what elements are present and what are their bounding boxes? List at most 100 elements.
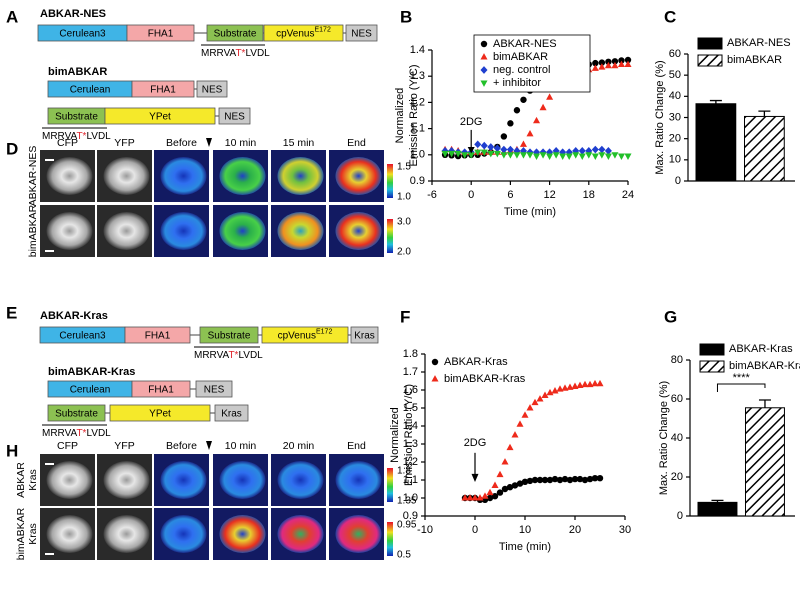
cell bbox=[46, 157, 93, 195]
data-point bbox=[565, 153, 573, 160]
column-header: End bbox=[347, 137, 366, 149]
column-header: 15 min bbox=[283, 137, 315, 149]
sequence-part: MRRVA bbox=[42, 428, 78, 439]
domain-label: YPet bbox=[149, 111, 171, 122]
domain-label: Cerulean3 bbox=[59, 330, 106, 341]
y-tick-label: 1.1 bbox=[410, 123, 425, 135]
data-point bbox=[586, 475, 594, 483]
y-tick-label: 0 bbox=[677, 510, 683, 522]
data-point bbox=[501, 485, 509, 493]
data-point bbox=[526, 148, 534, 157]
sequence-part: T* bbox=[235, 48, 245, 59]
legend-label: bimABKAR-Kras bbox=[729, 360, 800, 372]
x-tick-label: -10 bbox=[417, 524, 433, 536]
colorbar bbox=[387, 164, 393, 198]
data-point bbox=[546, 388, 554, 396]
domain-label: NES bbox=[351, 28, 372, 39]
data-point bbox=[604, 61, 612, 69]
data-point bbox=[496, 489, 504, 496]
domain-box bbox=[261, 326, 349, 344]
data-point bbox=[566, 383, 574, 390]
column-header: 20 min bbox=[283, 440, 315, 452]
data-point bbox=[539, 103, 547, 111]
domain-label: YPet bbox=[149, 408, 171, 419]
colorbar bbox=[387, 522, 393, 556]
domain-label-text: Cerulean3 bbox=[59, 28, 106, 39]
data-point bbox=[591, 153, 599, 160]
data-point bbox=[474, 140, 482, 149]
time-arrowhead bbox=[206, 138, 212, 147]
sequence: MRRVAT*LVDL bbox=[42, 131, 111, 142]
data-point bbox=[605, 58, 612, 65]
data-point bbox=[611, 58, 619, 65]
y-tick-label: 10 bbox=[669, 154, 681, 166]
data-point bbox=[596, 379, 604, 387]
domain-label-text: FHA1 bbox=[148, 28, 174, 39]
colorbar bbox=[387, 468, 393, 502]
data-point bbox=[500, 133, 508, 140]
data-point bbox=[501, 458, 509, 465]
data-point bbox=[506, 152, 514, 159]
domain-box bbox=[345, 24, 378, 42]
data-point bbox=[572, 152, 580, 159]
x-tick-label: 30 bbox=[619, 524, 631, 536]
colorbar-label: 0.5 bbox=[397, 550, 411, 561]
data-point bbox=[480, 149, 488, 157]
data-point bbox=[571, 475, 579, 483]
x-axis-label: Time (min) bbox=[504, 206, 556, 218]
data-point bbox=[571, 382, 579, 389]
column-header: Before bbox=[166, 440, 197, 452]
cell bbox=[160, 461, 207, 499]
cell bbox=[219, 212, 266, 250]
data-point bbox=[526, 404, 534, 411]
domain-label-text: NES bbox=[224, 111, 245, 122]
x-tick-label: -6 bbox=[427, 189, 437, 201]
y-tick-label: 1.7 bbox=[403, 366, 418, 378]
data-point bbox=[546, 476, 554, 484]
panel-label: G bbox=[664, 307, 677, 326]
domain-box bbox=[131, 380, 191, 398]
y-tick-label: 40 bbox=[671, 432, 683, 444]
data-point bbox=[617, 60, 625, 67]
domain-label-text: Substrate bbox=[214, 28, 257, 39]
data-point bbox=[539, 152, 547, 159]
legend-marker bbox=[480, 40, 488, 48]
x-tick-label: 12 bbox=[543, 189, 555, 201]
y-tick-label: 1.2 bbox=[410, 96, 425, 108]
data-point bbox=[576, 475, 584, 483]
data-point bbox=[592, 59, 599, 67]
x-tick-label: 0 bbox=[468, 189, 474, 201]
data-point bbox=[486, 494, 494, 502]
domain-label: Cerulean3 bbox=[59, 28, 106, 39]
domain-label-text: FHA1 bbox=[145, 330, 171, 341]
cell bbox=[277, 212, 324, 250]
time-arrowhead bbox=[206, 441, 212, 450]
data-point bbox=[556, 385, 564, 392]
data-point bbox=[511, 482, 519, 489]
cell bbox=[335, 157, 382, 195]
data-point bbox=[604, 147, 612, 155]
data-point bbox=[536, 476, 544, 484]
legend-frame bbox=[473, 34, 591, 93]
domain-label-text: NES bbox=[351, 28, 372, 39]
construct-name: bimABKAR-Kras bbox=[48, 366, 135, 378]
legend-label: ABKAR-NES bbox=[727, 37, 791, 49]
domain-label: NES bbox=[204, 384, 225, 395]
data-point bbox=[526, 152, 534, 159]
data-point bbox=[541, 391, 549, 398]
data-point bbox=[521, 411, 529, 418]
row-label: bimABKAR bbox=[15, 507, 27, 560]
data-point bbox=[493, 144, 501, 153]
data-point bbox=[598, 59, 606, 66]
y-axis-label: Emission Ratio (Y/C) bbox=[408, 64, 420, 166]
domain-label-text: Kras bbox=[221, 408, 242, 419]
data-point bbox=[617, 153, 625, 160]
data-point bbox=[561, 475, 569, 483]
domain-box bbox=[131, 80, 195, 98]
sequence: MRRVAT*LVDL bbox=[42, 428, 111, 439]
legend-marker bbox=[480, 53, 488, 60]
domain-label: cpVenusE172 bbox=[278, 328, 333, 341]
legend-label: bimABKAR bbox=[493, 51, 548, 63]
cell bbox=[103, 515, 150, 553]
row-label: Kras bbox=[27, 469, 39, 491]
